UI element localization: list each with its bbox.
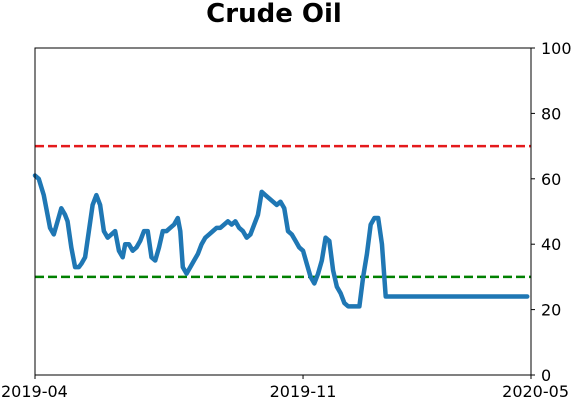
y-tick-label: 40 <box>541 235 561 254</box>
x-tick-label: 2020-05 <box>502 382 569 401</box>
chart-title: Crude Oil <box>206 0 342 29</box>
reference-lines <box>35 144 531 279</box>
axis-ticks: 0 20 40 60 80 100 2019-04 2019-11 2020-05 <box>1 39 571 401</box>
y-tick-label: 100 <box>541 39 571 58</box>
y-tick-label: 80 <box>541 104 561 123</box>
series-group <box>32 173 530 309</box>
x-tick-label: 2019-11 <box>270 382 337 401</box>
y-tick-label: 20 <box>541 301 561 320</box>
y-tick-label: 60 <box>541 170 561 189</box>
y-tick-label: 0 <box>541 366 551 385</box>
x-tick-label: 2019-04 <box>1 382 68 401</box>
plot-frame <box>34 47 532 376</box>
series-line-0 <box>32 173 530 309</box>
